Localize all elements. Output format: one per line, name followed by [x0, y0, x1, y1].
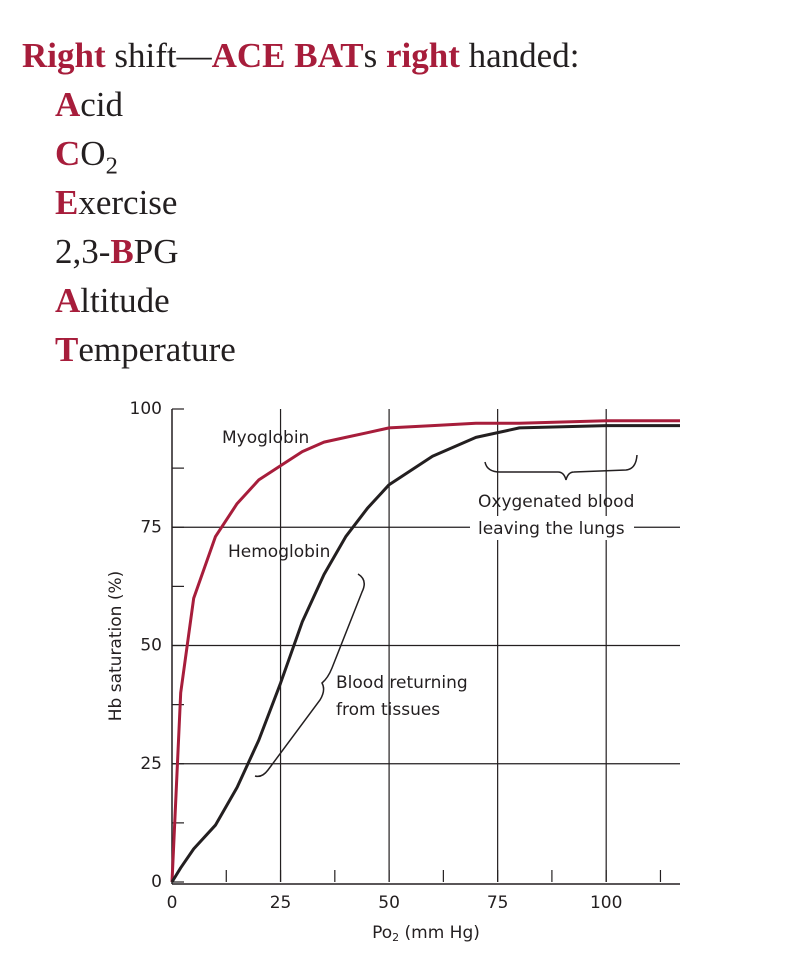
- heading-part: shift—: [105, 36, 212, 75]
- bracket: [254, 573, 365, 778]
- item-part: A: [55, 85, 81, 124]
- y-tick-label: 0: [151, 872, 162, 892]
- series-label: Myoglobin: [222, 428, 309, 448]
- item-part: cid: [80, 85, 124, 124]
- line: [170, 419, 680, 883]
- x-axis-label: Po2 (mm Hg): [372, 923, 480, 944]
- list-item: CO2: [55, 133, 236, 182]
- y-axis-label: Hb saturation (%): [106, 571, 126, 722]
- item-part: emperature: [78, 330, 236, 369]
- heading: Right shift—ACE BATs right handed:: [22, 36, 579, 76]
- item-part: E: [55, 183, 79, 222]
- label-backing: [470, 516, 634, 540]
- item-part: B: [110, 232, 134, 271]
- y-tick-label: 50: [140, 636, 162, 656]
- list-item: Altitude: [55, 280, 236, 329]
- item-part: 2,3-: [55, 232, 111, 271]
- heading-part: handed:: [459, 36, 580, 75]
- item-part: T: [55, 330, 79, 369]
- x-tick-label: 100: [590, 893, 622, 913]
- x-tick-label: 75: [487, 893, 509, 913]
- mnemonic-list: Acid CO2 Exercise 2,3-BPG Altitude Temperatur…: [55, 84, 236, 378]
- line: [170, 424, 680, 883]
- x-axis-label-part: Po: [372, 923, 392, 943]
- item-part: 2: [105, 152, 118, 180]
- item-part: PG: [133, 232, 179, 271]
- item-part: xercise: [78, 183, 178, 222]
- x-axis-label-part: 2: [392, 931, 399, 944]
- x-axis-label-part: (mm Hg): [399, 923, 480, 943]
- x-tick-label: 0: [167, 893, 178, 913]
- list-item: Temperature: [55, 329, 236, 378]
- x-tick-label: 25: [270, 893, 292, 913]
- list-item: Exercise: [55, 182, 236, 231]
- y-tick-label: 75: [140, 517, 162, 537]
- heading-part: Right: [22, 36, 106, 75]
- x-tick-label: 50: [378, 893, 400, 913]
- annotation: leaving the lungs: [478, 519, 625, 539]
- bracket: [484, 454, 638, 481]
- item-part: A: [55, 281, 81, 320]
- annotation: Blood returning: [336, 673, 468, 693]
- annotation: from tissues: [336, 700, 440, 720]
- list-item: Acid: [55, 84, 236, 133]
- y-tick-label: 100: [130, 399, 162, 419]
- y-tick-label: 25: [140, 754, 162, 774]
- heading-part: ACE BAT: [211, 36, 364, 75]
- item-part: C: [55, 134, 81, 173]
- heading-part: s: [363, 36, 386, 75]
- series-label: Hemoglobin: [228, 542, 330, 562]
- item-part: O: [80, 134, 106, 173]
- item-part: ltitude: [80, 281, 170, 320]
- heading-part: right: [386, 36, 460, 75]
- list-item: 2,3-BPG: [55, 231, 236, 280]
- annotation: Oxygenated blood: [478, 492, 634, 512]
